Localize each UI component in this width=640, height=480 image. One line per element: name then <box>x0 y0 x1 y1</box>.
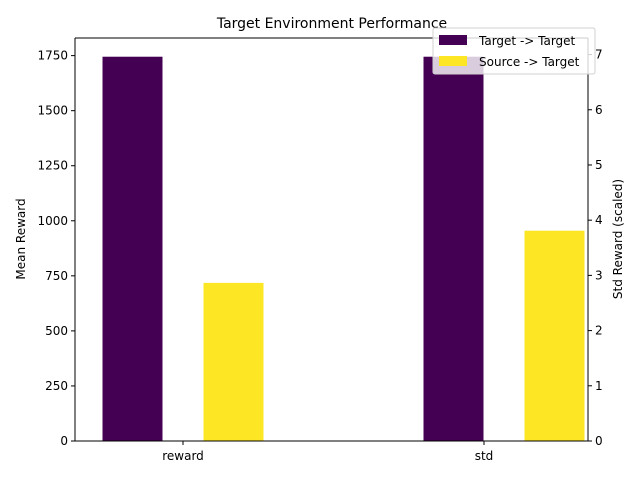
bar-target-target-reward <box>102 56 163 442</box>
x-tick-label: std <box>475 449 494 463</box>
bar-source-target-std <box>524 230 585 441</box>
y-axis-right-label: Std Reward (scaled) <box>611 179 625 299</box>
y-tick-label: 750 <box>45 269 68 283</box>
y-tick-label: 1500 <box>37 104 68 118</box>
legend-swatch <box>439 35 467 45</box>
y-right-tick-label: 1 <box>595 379 603 393</box>
legend-swatch <box>439 56 467 66</box>
y-tick-label: 1250 <box>37 159 68 173</box>
y-right-tick-label: 7 <box>595 48 603 62</box>
bar-source-target-reward <box>203 282 264 441</box>
y-right-tick-label: 0 <box>595 434 603 448</box>
y-right-tick-label: 2 <box>595 324 603 338</box>
y-tick-label: 1750 <box>37 49 68 63</box>
y-tick-label: 0 <box>60 434 68 448</box>
legend-box <box>432 27 596 75</box>
y-tick-label: 500 <box>45 324 68 338</box>
y-right-tick-label: 3 <box>595 268 603 282</box>
legend-label: Target -> Target <box>478 34 576 48</box>
y-right-tick-label: 6 <box>595 103 603 117</box>
y-tick-label: 250 <box>45 379 68 393</box>
legend-label: Source -> Target <box>479 55 580 69</box>
y-tick-label: 1000 <box>37 214 68 228</box>
bars-layer <box>102 56 585 442</box>
chart-title: Target Environment Performance <box>216 16 447 32</box>
x-tick-label: reward <box>162 449 204 463</box>
legend: Target -> Target Source -> Target <box>432 27 596 75</box>
y-right-tick-label: 4 <box>595 213 603 227</box>
axes-layer: 0 250 500 750 1000 1250 1500 1750 0 1 2 3 4 5 6 7 reward… <box>37 37 603 463</box>
bar-target-target-std <box>423 56 484 442</box>
y-right-tick-label: 5 <box>595 158 603 172</box>
y-axis-label: Mean Reward <box>14 198 28 279</box>
